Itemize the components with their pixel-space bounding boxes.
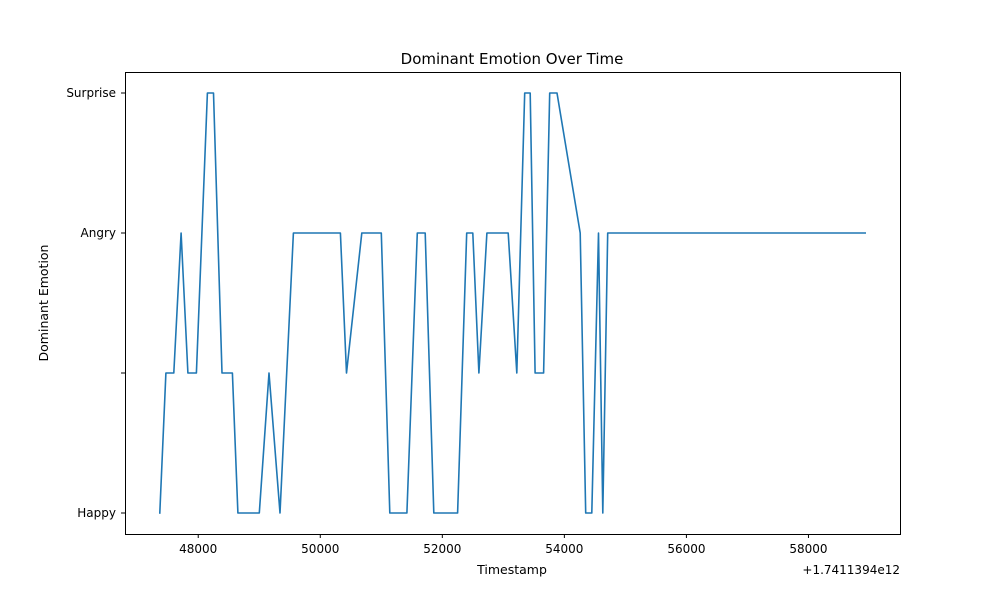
- chart-title: Dominant Emotion Over Time: [401, 50, 624, 68]
- x-axis-label: Timestamp: [476, 562, 547, 577]
- x-tick-label: 48000: [179, 542, 217, 556]
- series-line: [158, 92, 867, 514]
- x-tick-label: 58000: [789, 542, 827, 556]
- x-tick-label: 52000: [423, 542, 461, 556]
- y-tick-label: Happy: [77, 506, 116, 520]
- x-tick-label: 50000: [301, 542, 339, 556]
- plot-frame: [125, 72, 901, 535]
- y-axis-label: Dominant Emotion: [36, 245, 51, 362]
- x-axis-offset-label: +1.7411394e12: [802, 563, 900, 577]
- x-tick-label: 54000: [545, 542, 583, 556]
- y-tick-label: Surprise: [66, 86, 116, 100]
- x-tick-label: 56000: [667, 542, 705, 556]
- y-tick-label: Angry: [81, 226, 116, 240]
